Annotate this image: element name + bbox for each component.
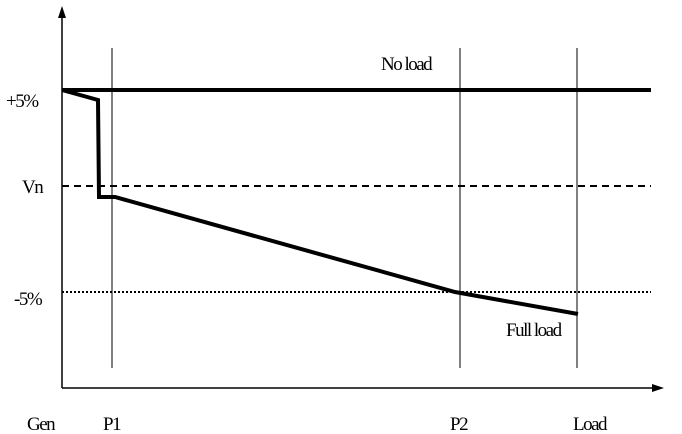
x-axis-arrow: [652, 384, 664, 392]
level-label: -5%: [14, 289, 43, 310]
position-label: P2: [450, 414, 468, 434]
position-label: Gen: [27, 414, 56, 434]
y-axis-arrow: [58, 6, 66, 18]
full-load-curve: [61, 88, 579, 316]
curve-label: Full load: [506, 320, 563, 341]
level-label: Vn: [22, 177, 44, 198]
level-label: +5%: [6, 91, 39, 112]
position-label: Load: [573, 414, 608, 434]
curve-label: No load: [381, 54, 433, 75]
position-label: P1: [103, 414, 121, 434]
